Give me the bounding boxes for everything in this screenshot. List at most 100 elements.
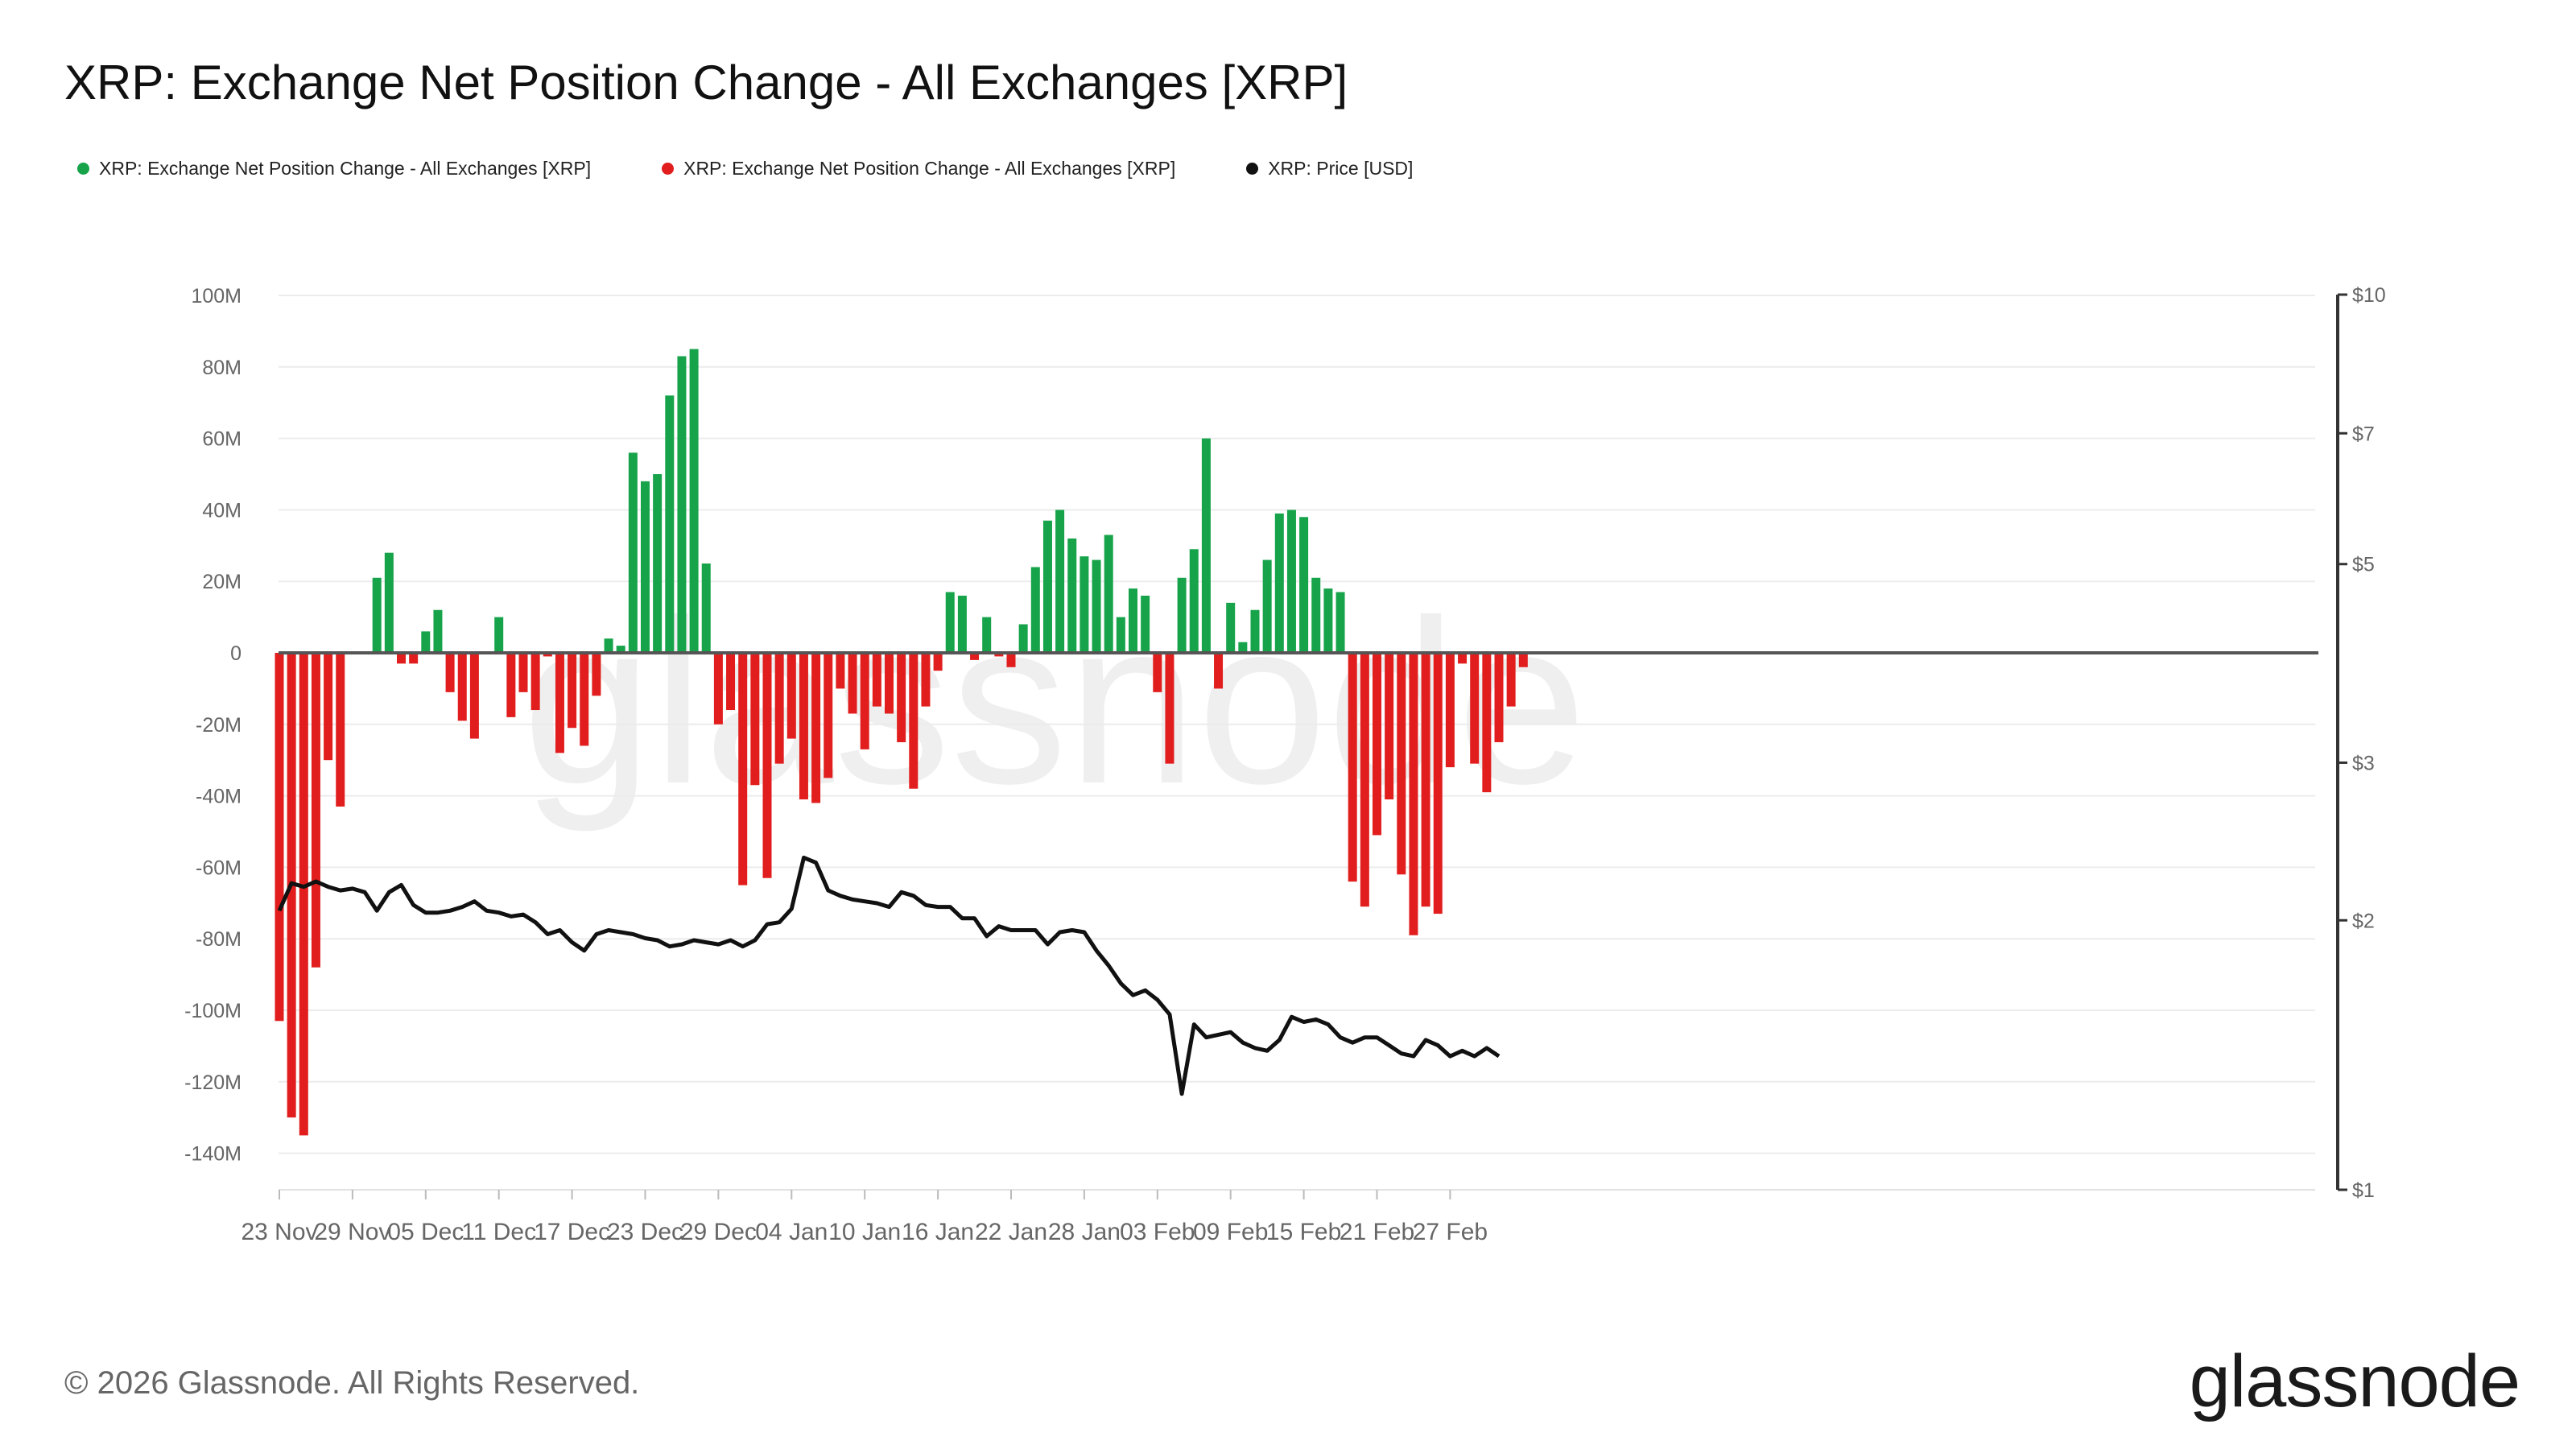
legend-item-price[interactable]: XRP: Price [USD] <box>1246 158 1413 180</box>
bar <box>872 653 881 707</box>
bar <box>897 653 906 742</box>
bar <box>665 395 675 653</box>
x-tick-label: 23 Dec <box>607 1219 683 1245</box>
legend-label: XRP: Exchange Net Position Change - All … <box>99 158 592 179</box>
bar <box>1141 595 1150 653</box>
y-left-tick-label: -120M <box>184 1071 242 1094</box>
bar <box>641 481 650 653</box>
y-left-tick-label: -80M <box>196 928 242 951</box>
legend-label: XRP: Price [USD] <box>1268 158 1414 179</box>
bar <box>1250 609 1260 653</box>
bar <box>677 356 687 653</box>
bar <box>506 653 516 717</box>
bar <box>568 653 577 729</box>
bar <box>311 653 320 968</box>
bar <box>1214 653 1224 689</box>
bar <box>433 609 443 653</box>
bar <box>457 653 467 721</box>
x-tick-label: 23 Nov <box>241 1219 317 1245</box>
bar <box>555 653 564 753</box>
bar <box>543 653 552 657</box>
y-right-tick-label: $10 <box>2352 284 2386 307</box>
legend-dot-black <box>1246 163 1259 175</box>
y-right-tick-label: $7 <box>2352 423 2375 445</box>
x-tick-label: 15 Feb <box>1266 1219 1341 1245</box>
bar <box>1116 617 1125 653</box>
bar <box>1262 559 1272 653</box>
x-tick-label: 04 Jan <box>755 1219 828 1245</box>
y-left-tick-label: 40M <box>202 499 242 522</box>
x-tick-label: 29 Nov <box>314 1219 390 1245</box>
x-tick-label: 11 Dec <box>461 1219 536 1245</box>
x-tick-label: 21 Feb <box>1340 1219 1414 1245</box>
y-left-tick-label: -140M <box>184 1143 242 1166</box>
bar <box>299 653 308 1136</box>
bar <box>1018 624 1028 653</box>
bar <box>1373 653 1381 836</box>
y-left-tick-label: 100M <box>191 285 242 308</box>
legend-dot-green <box>77 163 89 175</box>
bar <box>713 653 723 724</box>
brand-logo: glassnode <box>2189 1340 2520 1422</box>
bar <box>957 595 967 653</box>
legend-item-outflow[interactable]: XRP: Exchange Net Position Change - All … <box>662 158 1175 180</box>
bar <box>592 653 601 696</box>
bar <box>1458 653 1468 664</box>
y-left-tick-label: -40M <box>196 786 242 808</box>
bar <box>1030 567 1040 653</box>
bar <box>774 653 784 764</box>
x-tick-label: 29 Dec <box>680 1219 757 1245</box>
bar <box>1311 577 1321 653</box>
price-line <box>277 855 1501 1096</box>
bar <box>994 653 1004 657</box>
bar <box>1385 653 1394 800</box>
bar <box>421 631 431 653</box>
y-left-tick-label: 0 <box>230 642 242 665</box>
bar <box>1286 510 1296 653</box>
bar <box>530 653 540 711</box>
bar <box>1518 653 1528 667</box>
gridlines <box>279 295 2315 1154</box>
bar <box>1274 513 1284 653</box>
bar <box>1409 653 1418 935</box>
x-tick-label: 09 Feb <box>1193 1219 1268 1245</box>
legend-item-inflow[interactable]: XRP: Exchange Net Position Change - All … <box>77 158 591 180</box>
bar <box>1421 653 1430 907</box>
bar <box>1201 438 1211 653</box>
y-left-tick-label: 80M <box>202 357 242 379</box>
y-right-tick-label: $2 <box>2352 910 2375 932</box>
bar <box>1433 653 1443 914</box>
x-tick-label: 22 Jan <box>975 1219 1047 1245</box>
bar <box>1482 653 1492 793</box>
bar <box>1348 653 1357 882</box>
bar <box>1006 653 1016 667</box>
bar <box>848 653 857 714</box>
y-left-tick-label: -60M <box>196 857 242 879</box>
bar <box>1360 653 1369 907</box>
bar <box>750 653 760 786</box>
bar <box>860 653 869 749</box>
legend-dot-red <box>662 163 675 175</box>
bar <box>1323 588 1333 653</box>
bar <box>1299 517 1309 653</box>
bar <box>469 653 479 739</box>
x-tick-label: 28 Jan <box>1048 1219 1121 1245</box>
bar <box>811 653 821 803</box>
bar <box>738 653 748 886</box>
bar <box>628 452 638 653</box>
bar <box>1226 602 1236 653</box>
bar <box>1238 642 1248 653</box>
bar <box>689 349 699 653</box>
bar <box>616 646 625 653</box>
bar <box>1189 549 1199 653</box>
y-right-tick-label: $1 <box>2352 1179 2375 1202</box>
bar <box>580 653 589 746</box>
bar <box>1165 653 1174 764</box>
bar <box>275 653 284 1022</box>
bar <box>324 653 333 761</box>
bar <box>445 653 455 692</box>
bar <box>1104 535 1113 653</box>
legend: XRP: Exchange Net Position Change - All … <box>77 158 1484 180</box>
x-tick-label: 05 Dec <box>387 1219 464 1245</box>
